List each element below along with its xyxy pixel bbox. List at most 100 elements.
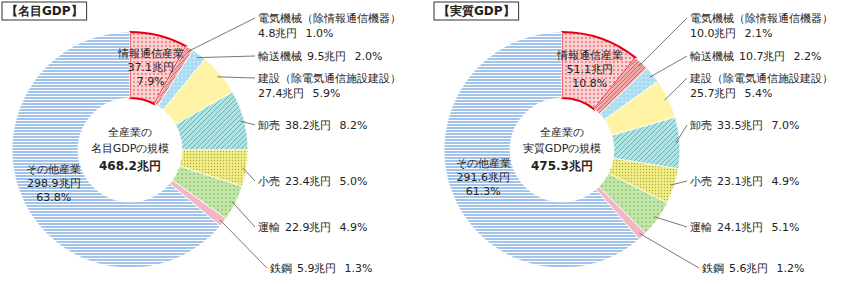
labels: 情報通信産業51.1兆円10.8% 電気機械（除情報通信機器） 10.0兆円 2.1%…: [456, 12, 833, 275]
category-name: 鉄鋼: [702, 262, 724, 275]
title: 【名目GDP】: [6, 4, 83, 18]
slice-label: 7.9%: [137, 75, 165, 88]
slice-label: 建設（除電気通信施設建設）: [257, 72, 401, 85]
title-box: 【実質GDP】: [434, 2, 519, 20]
slice-label: 25.7兆円 5.4%: [690, 87, 772, 100]
leader-line: [232, 201, 255, 227]
value-label: 23.1兆円: [717, 175, 764, 188]
slice-label: 輸送機械 9.5兆円 2.0%: [258, 50, 382, 63]
value-label: 10.7兆円: [739, 50, 786, 63]
value-label: 9.5兆円: [307, 50, 347, 63]
percentage-label: 1.0%: [306, 27, 334, 40]
slice-label: 鉄鋼5.9兆円1.3%: [270, 262, 372, 275]
center-label: 全産業の: [108, 126, 152, 139]
leader-line: [650, 56, 687, 77]
slice-label: 卸売 38.2兆円 8.2%: [258, 119, 367, 132]
slice-label: 運輸 22.9兆円 4.9%: [258, 221, 367, 234]
slice: [444, 32, 639, 268]
leader-line: [243, 168, 255, 181]
slice-label: その他産業: [26, 163, 81, 176]
center-label: 名目GDPの規模: [91, 142, 170, 155]
value-label: 24.1兆円: [717, 221, 764, 234]
value-label: 25.7兆円: [690, 87, 737, 100]
percentage-label: 2.1%: [745, 27, 773, 40]
slices: [12, 32, 248, 268]
title-box: 【名目GDP】: [2, 2, 87, 20]
slice-label: 電気機械（除情報通信機器）: [690, 12, 833, 25]
leader-line: [639, 18, 687, 66]
slice-label: 小売 23.4兆円 5.0%: [258, 175, 367, 188]
chart-svg: 【名目GDP】全産業の名目GDPの規模468.2兆円情報通信産業37.1兆円7.…: [0, 0, 846, 285]
percentage-label: 4.9%: [772, 175, 800, 188]
leader-line: [217, 77, 255, 78]
value-label: 22.9兆円: [285, 221, 332, 234]
slice-label: 51.1兆円: [567, 63, 614, 76]
leader-line: [665, 78, 687, 100]
slice-label: 卸売 33.5兆円 7.0%: [690, 119, 799, 132]
slice-label: 61.3%: [466, 185, 501, 198]
slice-label: 建設（除電気通信施設建設）: [689, 72, 833, 85]
slice-label: 情報通信産業: [117, 47, 184, 60]
labels: 情報通信産業37.1兆円7.9% 電気機械（除情報通信機器） 4.8兆円1.0% 輸送…: [26, 12, 401, 275]
leader-line: [640, 233, 699, 268]
slice: [12, 32, 220, 268]
category-name: 電気機械（除情報通信機器）: [258, 12, 401, 25]
percentage-label: 8.2%: [340, 119, 368, 132]
slice-label: その他産業: [456, 157, 511, 170]
slice-label: 298.9兆円: [27, 177, 81, 190]
percentage-label: 2.0%: [355, 50, 383, 63]
category-name: 運輸: [258, 221, 280, 234]
chart-wrap: 【名目GDP】全産業の名目GDPの規模468.2兆円情報通信産業37.1兆円7.…: [0, 0, 846, 285]
category-name: 建設（除電気通信施設建設）: [257, 72, 401, 85]
title-frame: [2, 2, 87, 20]
leader-line: [240, 121, 255, 125]
percentage-label: 2.2%: [794, 50, 822, 63]
slice-label: 10.0兆円 2.1%: [690, 27, 772, 40]
value-label: 23.4兆円: [285, 175, 332, 188]
percentage-label: 5.1%: [772, 221, 800, 234]
slice-label: 4.8兆円1.0%: [258, 27, 333, 40]
slice: [175, 92, 248, 150]
value-label: 5.9兆円: [297, 262, 337, 275]
slice-label: 27.4兆円 5.9%: [258, 87, 340, 100]
slice-label: 37.1兆円: [127, 61, 174, 74]
center-label: 実質GDPの規模: [523, 142, 602, 155]
percentage-label: 5.0%: [340, 175, 368, 188]
leader-line: [197, 56, 255, 58]
percentage-label: 7.0%: [772, 119, 800, 132]
category-name: 卸売: [690, 119, 712, 132]
percentage-label: 5.9%: [313, 87, 341, 100]
category-name: 卸売: [258, 119, 280, 132]
category-name: 小売: [258, 175, 280, 188]
center-label: 全産業の: [540, 126, 584, 139]
leader-line: [188, 18, 255, 52]
value-label: 5.6兆円: [729, 262, 769, 275]
slice-label: 運輸24.1兆円5.1%: [690, 221, 799, 234]
donut-chart: 【実質GDP】全産業の実質GDPの規模475.3兆円情報通信産業51.1兆円10…: [434, 2, 833, 275]
percentage-label: 4.9%: [340, 221, 368, 234]
category-name: 建設（除電気通信施設建設）: [689, 72, 833, 85]
leader-line: [670, 181, 687, 185]
title-frame: [434, 2, 519, 20]
donut-chart: 【名目GDP】全産業の名目GDPの規模468.2兆円情報通信産業37.1兆円7.…: [2, 2, 401, 275]
slice-label: 10.8%: [572, 77, 607, 90]
value-label: 10.0兆円: [690, 27, 737, 40]
slice-label: 鉄鋼 5.6兆円 1.2%: [702, 262, 804, 275]
category-name: 小売: [690, 175, 712, 188]
category-name: 鉄鋼: [270, 262, 292, 275]
slice-label: 情報通信産業: [556, 49, 623, 62]
category-name: 輸送機械: [258, 50, 302, 63]
percentage-label: 1.2%: [777, 262, 805, 275]
title: 【実質GDP】: [438, 4, 515, 18]
value-label: 27.4兆円: [258, 87, 305, 100]
center-label: 475.3兆円: [531, 159, 593, 173]
leader-line: [676, 125, 687, 143]
slice-label: 小売 23.1兆円 4.9%: [690, 175, 799, 188]
slice-label: 63.8%: [36, 191, 71, 204]
percentage-label: 5.4%: [745, 87, 773, 100]
slice-label: 輸送機械10.7兆円2.2%: [690, 50, 821, 63]
value-label: 38.2兆円: [285, 119, 332, 132]
value-label: 33.5兆円: [717, 119, 764, 132]
slice-label: 291.6兆円: [457, 171, 511, 184]
leader-line: [654, 217, 687, 227]
